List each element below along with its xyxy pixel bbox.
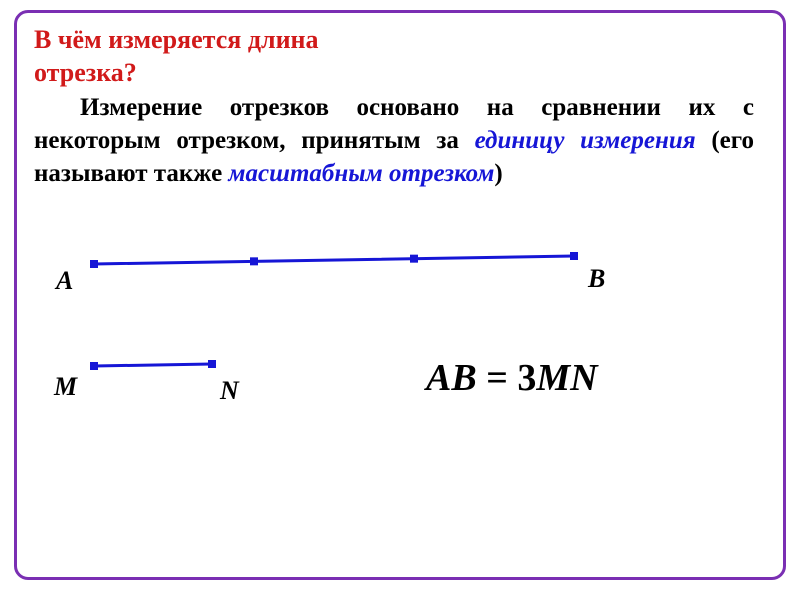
formula: AB = 3MN: [426, 356, 598, 400]
diagram-area: A B M N AB = 3MN: [34, 206, 754, 456]
point-label-M: M: [54, 372, 77, 402]
point-label-N: N: [220, 376, 239, 406]
formula-eq: =: [477, 357, 518, 399]
formula-lhs: AB: [426, 357, 477, 399]
main-paragraph: Измерение отрезков основано на сравнении…: [34, 91, 754, 190]
point-label-A: A: [56, 266, 73, 296]
formula-rhs: MN: [536, 357, 597, 399]
title-line1: В чём измеряется длина: [34, 25, 319, 54]
slide-content: В чём измеряется длина отрезка? Измерени…: [34, 24, 766, 456]
segments-svg: [34, 206, 754, 456]
term-unit-of-measure: единицу измерения: [475, 127, 696, 154]
formula-coef: 3: [517, 357, 536, 399]
slide-title: В чём измеряется длина отрезка?: [34, 24, 766, 89]
title-line2: отрезка?: [34, 58, 137, 87]
para-post: ): [494, 160, 502, 187]
term-scale-segment: масштабным отрезком: [228, 160, 494, 187]
point-label-B: B: [588, 264, 605, 294]
